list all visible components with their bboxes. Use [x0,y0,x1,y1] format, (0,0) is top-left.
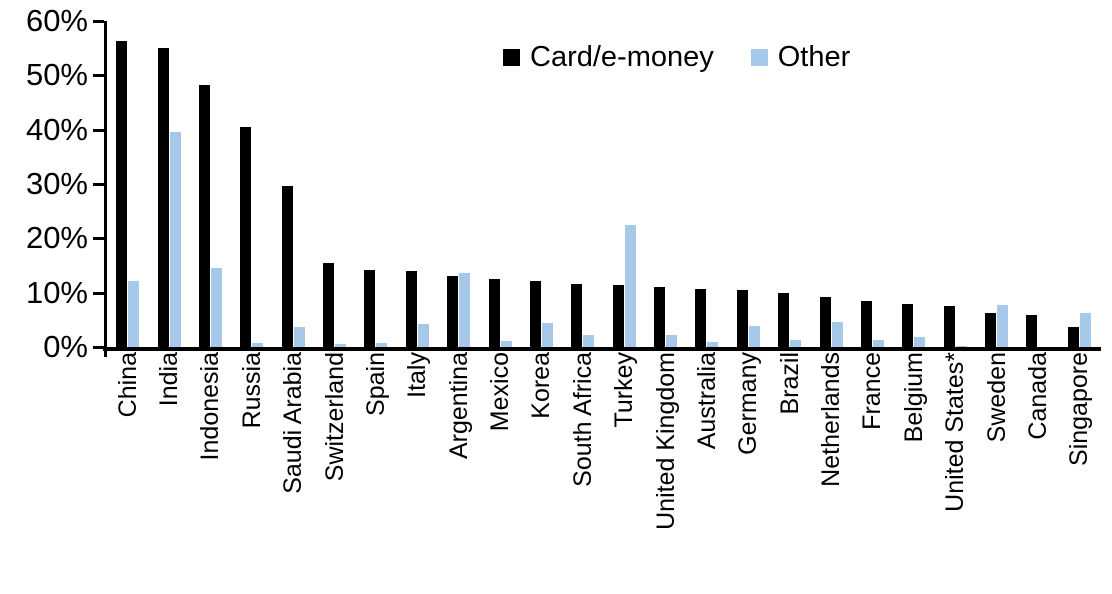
bar-other [749,326,760,347]
x-axis-label: Netherlands [817,352,845,487]
legend-item-other: Other [750,41,851,74]
x-axis-label: Canada [1024,352,1052,440]
x-axis-label: Turkey [610,352,638,428]
bar-other [252,343,263,347]
y-axis-label: 0% [43,329,88,364]
y-axis-tick [93,74,104,78]
bar-other [418,324,429,347]
bar-other [501,341,512,347]
bar-other [376,343,387,347]
bar-card-emoney [364,270,375,347]
x-axis-label: Singapore [1065,352,1093,466]
bar-card-emoney [902,304,913,347]
x-axis-label: Saudi Arabia [279,352,307,494]
bar-card-emoney [489,279,500,347]
y-axis-tick [93,20,104,23]
x-axis-label: Korea [527,352,555,419]
x-axis-label: United States* [941,352,969,512]
x-axis-label: France [858,352,886,430]
legend-swatch-card-emoney [503,49,520,66]
bar-other [832,322,843,347]
x-axis-label: Germany [734,352,762,455]
bar-other [666,335,677,347]
bar-other [294,327,305,347]
bar-other [542,323,553,347]
y-axis-tick [93,128,104,132]
x-axis-label: India [155,352,183,407]
x-axis-label: Belgium [900,352,928,443]
bar-other [707,342,718,347]
bar-other [583,335,594,347]
bar-other [790,340,801,347]
x-axis-label: China [114,352,142,418]
x-axis-label: Mexico [486,352,514,432]
x-axis-label: Sweden [983,352,1011,443]
bar-card-emoney [695,289,706,347]
y-axis-label: 50% [25,57,88,93]
x-axis-label: Italy [403,352,431,398]
x-axis-line [103,347,1101,351]
y-axis-label: 10% [25,274,88,310]
bar-card-emoney [199,85,210,347]
x-axis-label: United Kingdom [652,352,680,530]
x-axis-label: South Africa [569,352,597,487]
y-axis-label: 60% [25,3,88,38]
x-axis-label: Argentina [445,352,473,460]
x-axis-label: Australia [693,352,721,450]
bar-card-emoney [1026,315,1037,347]
bar-card-emoney [944,306,955,347]
legend-label-card-emoney: Card/e-money [530,41,714,73]
bar-card-emoney [820,297,831,347]
bar-card-emoney [116,41,127,347]
bar-card-emoney [158,48,169,347]
bar-card-emoney [985,313,996,347]
bar-card-emoney [737,290,748,347]
x-axis-label: Switzerland [321,352,349,482]
y-axis-label: 30% [25,166,88,201]
y-axis-tick [93,183,104,186]
y-axis-tick [93,291,104,295]
bar-other [128,281,139,347]
bar-card-emoney [282,186,293,347]
bar-card-emoney [406,271,417,347]
bar-card-emoney [778,293,789,347]
x-axis-label: Indonesia [196,352,224,461]
bar-other [1080,313,1091,347]
bar-card-emoney [323,263,334,347]
y-axis-label: 20% [25,220,88,256]
y-axis-tick [93,237,104,241]
bar-card-emoney [240,127,251,347]
x-axis-label: Russia [238,352,266,429]
bar-other [170,132,181,347]
bar-other [873,340,884,347]
bar-card-emoney [613,285,624,347]
y-axis-tick [93,346,104,349]
bar-other [459,273,470,347]
bar-other [956,346,967,347]
legend-item-card-emoney: Card/e-money [503,41,714,74]
bar-other [211,268,222,347]
bar-card-emoney [654,287,665,347]
chart-legend: Card/e-money Other [503,41,850,74]
legend-swatch-other [750,49,768,66]
bar-card-emoney [530,281,541,347]
bar-other [997,305,1008,347]
y-axis-label: 40% [25,111,88,147]
bar-card-emoney [1068,327,1079,347]
y-axis-line [104,21,107,357]
bar-other [335,344,346,347]
bar-other [914,337,925,347]
bar-card-emoney [447,276,458,347]
bar-other [625,225,636,347]
bar-card-emoney [571,284,582,347]
x-axis-label: Brazil [776,352,804,415]
legend-label-other: Other [777,41,851,73]
bar-card-emoney [861,301,872,347]
x-axis-label: Spain [362,352,390,416]
